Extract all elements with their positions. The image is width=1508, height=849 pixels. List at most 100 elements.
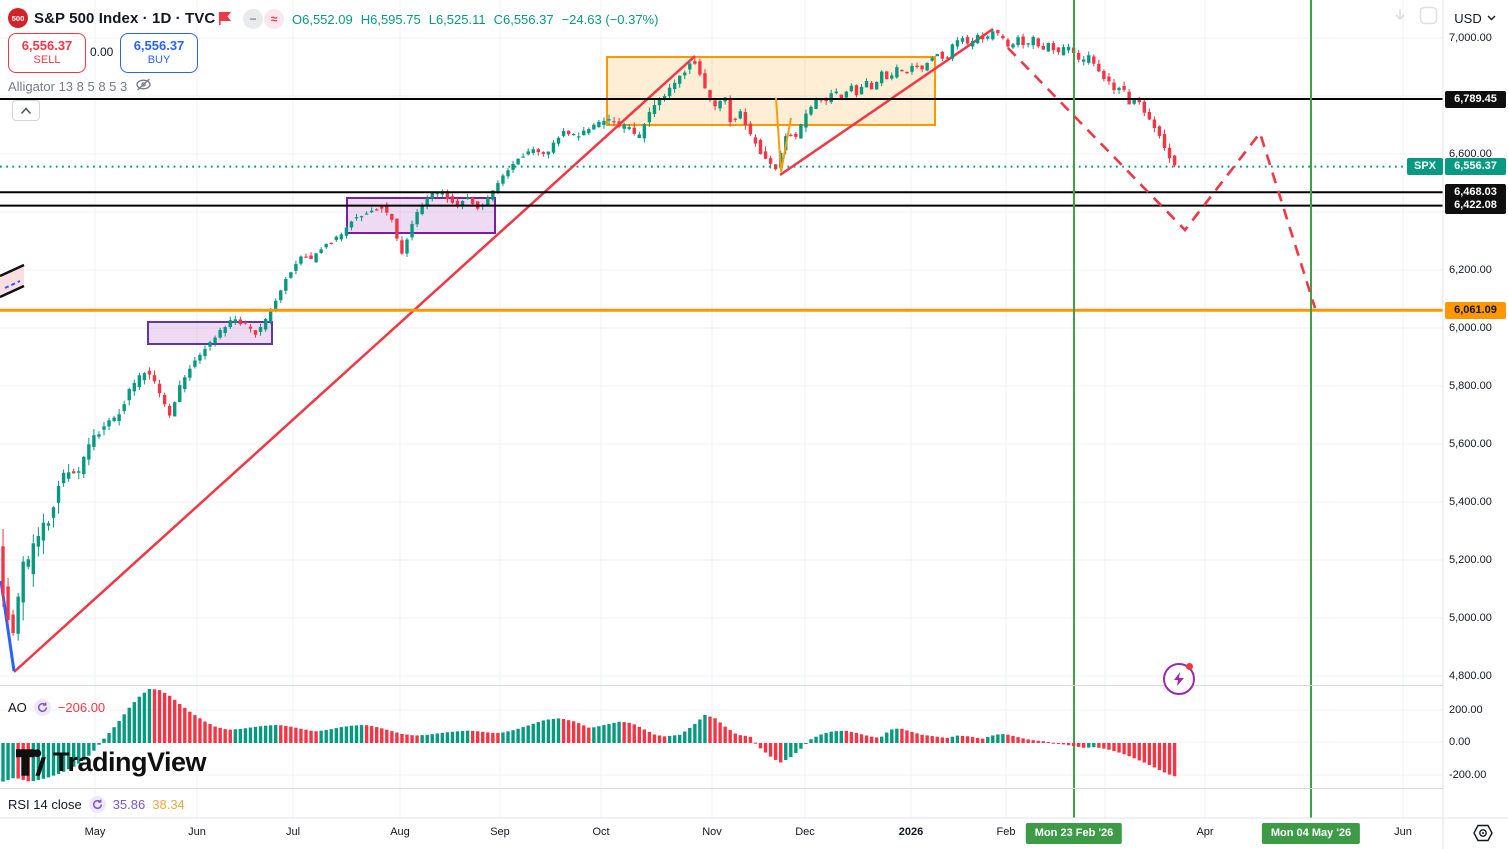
ao-bar bbox=[849, 731, 854, 743]
ao-bar bbox=[516, 728, 520, 743]
time-axis-label: Dec bbox=[795, 826, 815, 838]
ao-bar bbox=[11, 743, 15, 779]
trend-line bbox=[13, 55, 696, 673]
date-marker-badge[interactable]: Mon 23 Feb '26 bbox=[1025, 823, 1123, 844]
time-axis-label: Oct bbox=[592, 826, 610, 838]
candle-body bbox=[930, 58, 934, 61]
ao-bar bbox=[6, 743, 10, 780]
refresh-icon[interactable] bbox=[88, 796, 106, 813]
candle-body bbox=[435, 193, 439, 195]
orange-zigzag-line bbox=[775, 97, 792, 173]
ao-bar bbox=[753, 742, 758, 744]
date-marker-badge[interactable]: Mon 04 May '26 bbox=[1261, 823, 1361, 844]
candle-body bbox=[607, 119, 611, 121]
pane-collapse-button[interactable] bbox=[12, 100, 40, 121]
candle-body bbox=[1162, 134, 1167, 148]
candle-body bbox=[970, 40, 975, 47]
candle-body bbox=[1147, 111, 1152, 120]
ao-bar bbox=[1021, 738, 1025, 743]
candle-body bbox=[395, 218, 399, 239]
candle-body bbox=[693, 61, 697, 64]
candle-body bbox=[960, 38, 965, 42]
ao-bar bbox=[1011, 735, 1015, 743]
minimize-toggle-icon[interactable]: − bbox=[243, 9, 263, 29]
projection-dashed-line bbox=[1007, 47, 1317, 309]
candle-body bbox=[885, 71, 889, 80]
candle-body bbox=[587, 129, 591, 134]
candle-body bbox=[981, 35, 985, 40]
ao-bar bbox=[839, 730, 843, 743]
price-level-badge: 6,468.03 bbox=[1445, 183, 1506, 201]
candle-body bbox=[874, 81, 879, 90]
candle-body bbox=[577, 136, 581, 138]
ao-bar bbox=[1152, 743, 1157, 768]
ao-bar bbox=[960, 735, 965, 743]
ohlc-low: L6,525.11 bbox=[428, 12, 486, 27]
ao-bar bbox=[1026, 739, 1030, 743]
candle-body bbox=[551, 142, 556, 153]
candle-body bbox=[915, 65, 919, 68]
ao-bar bbox=[864, 735, 869, 743]
candle-body bbox=[183, 377, 187, 389]
ao-bar bbox=[481, 731, 485, 743]
candle-body bbox=[1046, 43, 1051, 52]
candle-body bbox=[738, 111, 742, 119]
candle-body bbox=[1026, 43, 1030, 45]
flag-icon[interactable] bbox=[218, 11, 232, 25]
rsi-indicator-label[interactable]: RSI 14 close bbox=[8, 797, 82, 812]
candle-body bbox=[834, 91, 838, 94]
ao-bar bbox=[274, 724, 278, 743]
alligator-indicator-label[interactable]: Alligator 13 8 5 8 5 3 bbox=[8, 78, 128, 94]
ao-bar bbox=[784, 743, 788, 760]
ao-bar bbox=[268, 725, 273, 743]
sell-price: 6,556.37 bbox=[21, 38, 73, 54]
candle-body bbox=[228, 320, 232, 328]
candle-body bbox=[1036, 38, 1040, 47]
candle-body bbox=[425, 197, 429, 207]
ao-bar bbox=[284, 725, 288, 743]
sell-button[interactable]: 6,556.37 SELL bbox=[8, 33, 86, 73]
ao-bar bbox=[309, 730, 313, 743]
flat-channel-fill bbox=[0, 265, 24, 297]
ao-bar bbox=[420, 735, 424, 743]
price-axis-label: 4,800.00 bbox=[1449, 670, 1492, 682]
download-icon[interactable] bbox=[1392, 8, 1408, 29]
candle-body bbox=[16, 596, 20, 634]
candle-body bbox=[193, 360, 197, 367]
symbol-title[interactable]: S&P 500 Index · 1D · TVC bbox=[34, 10, 216, 27]
ao-bar bbox=[723, 726, 727, 743]
candle-body bbox=[470, 197, 475, 204]
chart-settings-icon[interactable] bbox=[1473, 824, 1493, 842]
candle-body bbox=[1006, 39, 1010, 47]
ao-bar bbox=[405, 734, 409, 743]
ao-bar bbox=[536, 722, 540, 743]
ao-bar bbox=[1157, 743, 1162, 770]
ao-bar bbox=[162, 692, 167, 743]
candle-body bbox=[46, 523, 51, 526]
camera-icon[interactable] bbox=[1419, 6, 1438, 30]
ao-bar bbox=[1127, 743, 1131, 757]
ao-bar bbox=[895, 728, 899, 743]
price-axis-label: 5,000.00 bbox=[1449, 612, 1492, 624]
candle-body bbox=[506, 170, 510, 177]
candle-body bbox=[854, 85, 859, 96]
time-axis-label: May bbox=[84, 826, 106, 838]
ao-bar bbox=[632, 724, 636, 743]
approx-toggle-icon[interactable]: ≈ bbox=[264, 9, 284, 29]
currency-selector[interactable]: USD bbox=[1447, 6, 1503, 30]
ao-bar bbox=[1122, 743, 1126, 755]
ao-indicator-label[interactable]: AO bbox=[8, 700, 27, 715]
buy-button[interactable]: 6,556.37 BUY bbox=[120, 33, 198, 73]
ao-bar bbox=[334, 728, 338, 743]
candle-body bbox=[263, 319, 268, 330]
refresh-icon[interactable] bbox=[33, 699, 51, 716]
ao-bar bbox=[157, 690, 162, 743]
candle-body bbox=[162, 394, 167, 405]
ao-bar bbox=[541, 720, 546, 743]
ao-bar bbox=[137, 696, 142, 743]
candle-body bbox=[405, 239, 409, 254]
ao-bar bbox=[874, 737, 879, 743]
candle-body bbox=[344, 227, 349, 236]
eye-hidden-icon[interactable] bbox=[135, 77, 152, 95]
